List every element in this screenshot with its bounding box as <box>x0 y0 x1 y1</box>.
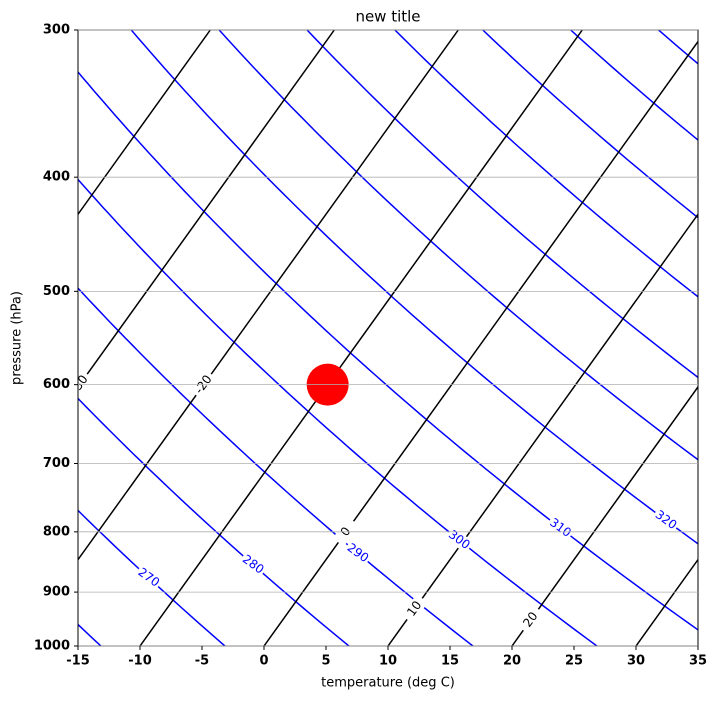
dry-adiabat <box>394 30 698 298</box>
y-tick-label: 600 <box>43 377 70 392</box>
isotherm <box>78 30 211 216</box>
label-background <box>545 514 575 542</box>
x-tick-label: 30 <box>627 654 645 669</box>
plot-area: -30-20-1001020270280290300310320 <box>78 30 698 646</box>
x-tick-label: 35 <box>689 654 707 669</box>
x-tick-label: 20 <box>503 654 521 669</box>
x-tick-label: 15 <box>441 654 459 669</box>
dry-adiabat <box>78 70 698 631</box>
dry-adiabat <box>658 30 698 65</box>
isotherm <box>511 385 698 646</box>
x-tick-label: -15 <box>66 654 90 669</box>
x-tick-label: -5 <box>195 654 209 669</box>
dry-adiabat <box>78 178 598 646</box>
dry-adiabat <box>78 397 350 646</box>
dry-adiabat <box>570 30 698 142</box>
isotherm <box>78 30 335 389</box>
label-background <box>238 551 268 578</box>
chart-title: new title <box>355 8 420 26</box>
label-background <box>517 605 545 635</box>
label-background <box>444 526 474 554</box>
x-axis-label: temperature (deg C) <box>321 676 455 691</box>
y-tick-label: 1000 <box>34 639 70 654</box>
y-tick-label: 800 <box>43 524 70 539</box>
x-tick-label: 5 <box>321 654 330 669</box>
y-axis-label: pressure (hPa) <box>10 291 25 385</box>
isotherm <box>78 30 459 561</box>
dry-adiabat <box>130 30 698 545</box>
dry-adiabat <box>482 30 698 219</box>
x-tick-label: 0 <box>259 654 268 669</box>
dry-adiabat <box>306 30 698 379</box>
x-tick-label: -10 <box>128 654 152 669</box>
dry-adiabat <box>78 509 226 646</box>
y-tick-label: 700 <box>43 456 70 471</box>
x-tick-label: 25 <box>565 654 583 669</box>
y-tick-label: 500 <box>43 284 70 299</box>
y-tick-label: 300 <box>43 23 70 38</box>
isotherm <box>263 40 698 646</box>
isotherm <box>387 212 698 646</box>
y-tick-label: 400 <box>43 170 70 185</box>
y-tick-label: 900 <box>43 585 70 600</box>
plot-frame <box>77 29 699 647</box>
label-background <box>343 539 373 567</box>
label-background <box>651 506 681 534</box>
label-background <box>401 594 428 624</box>
isotherm <box>139 30 583 646</box>
dry-adiabat <box>218 30 698 461</box>
x-tick-label: 10 <box>379 654 397 669</box>
label-background <box>133 564 164 591</box>
